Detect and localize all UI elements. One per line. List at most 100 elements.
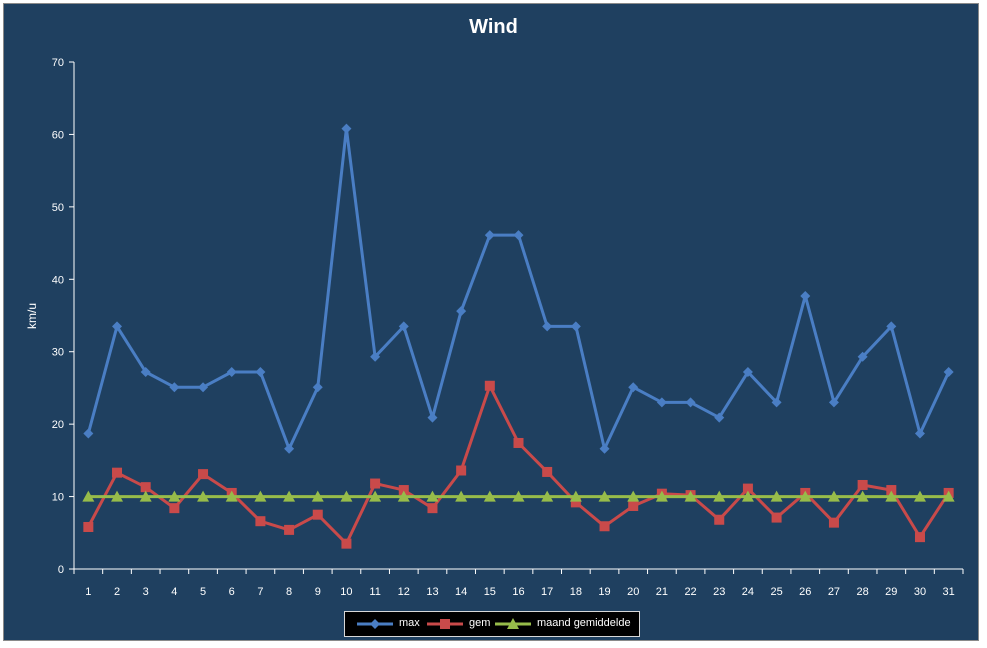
x-tick-label: 19 [598, 586, 610, 598]
point-maand-gemiddelde [569, 490, 582, 502]
x-tick-label: 7 [257, 586, 263, 598]
x-tick-label: 31 [943, 586, 955, 598]
point-maand-gemiddelde [799, 490, 812, 502]
point-max [226, 366, 237, 377]
point-max [542, 321, 553, 332]
point-gem [341, 538, 352, 549]
point-maand-gemiddelde [684, 490, 697, 502]
point-gem [169, 503, 180, 514]
point-max [255, 366, 266, 377]
point-max [484, 230, 495, 241]
y-tick-label: 60 [52, 129, 64, 141]
x-tick-label: 14 [455, 586, 467, 598]
point-gem [828, 517, 839, 528]
point-gem [398, 485, 409, 496]
x-tick-label: 29 [885, 586, 897, 598]
y-tick-label: 20 [52, 419, 64, 431]
point-maand-gemiddelde [311, 490, 324, 502]
point-max [513, 230, 524, 241]
point-maand-gemiddelde [111, 490, 124, 502]
point-max [914, 428, 925, 439]
point-maand-gemiddelde [856, 490, 869, 502]
x-tick-label: 25 [770, 586, 782, 598]
point-max [857, 351, 868, 362]
point-gem [857, 479, 868, 490]
point-maand-gemiddelde [283, 490, 296, 502]
point-max [742, 366, 753, 377]
point-maand-gemiddelde [713, 490, 726, 502]
point-maand-gemiddelde [483, 490, 496, 502]
legend-marker-gem [427, 619, 463, 629]
point-max [456, 306, 467, 317]
legend-marker-maand-gemiddelde [495, 618, 531, 629]
x-tick-label: 24 [742, 586, 754, 598]
point-maand-gemiddelde [541, 490, 554, 502]
point-max [427, 412, 438, 423]
point-maand-gemiddelde [139, 490, 152, 502]
x-tick-label: 12 [398, 586, 410, 598]
point-maand-gemiddelde [340, 490, 353, 502]
x-tick-label: 5 [200, 586, 206, 598]
point-max [140, 366, 151, 377]
legend-marker-max [357, 619, 393, 629]
legend: max gem maand gemiddelde [344, 611, 640, 637]
x-tick-label: 27 [828, 586, 840, 598]
x-tick-label: 1 [85, 586, 91, 598]
x-tick-label: 4 [171, 586, 177, 598]
point-gem [513, 437, 524, 448]
point-max [341, 123, 352, 134]
x-tick-label: 16 [512, 586, 524, 598]
point-maand-gemiddelde [885, 490, 898, 502]
y-tick-label: 40 [52, 274, 64, 286]
point-max [943, 366, 954, 377]
point-maand-gemiddelde [942, 490, 955, 502]
series-line-gem [86, 384, 950, 546]
point-maand-gemiddelde [168, 490, 181, 502]
point-gem [427, 503, 438, 514]
point-maand-gemiddelde [82, 490, 95, 502]
y-tick-label: 0 [58, 564, 64, 576]
point-maand-gemiddelde [770, 490, 783, 502]
x-tick-label: 30 [914, 586, 926, 598]
x-tick-label: 23 [713, 586, 725, 598]
y-tick-label: 50 [52, 202, 64, 214]
x-tick-label: 8 [286, 586, 292, 598]
point-max [370, 351, 381, 362]
point-maand-gemiddelde [369, 490, 382, 502]
x-tick-label: 9 [315, 586, 321, 598]
x-tick-label: 6 [229, 586, 235, 598]
point-gem [284, 524, 295, 535]
point-max [112, 321, 123, 332]
point-maand-gemiddelde [397, 490, 410, 502]
point-gem [771, 512, 782, 523]
point-gem [83, 521, 94, 532]
point-max [312, 382, 323, 393]
chart-title: Wind [469, 16, 518, 38]
point-max [828, 397, 839, 408]
point-gem [542, 466, 553, 477]
point-max [685, 397, 696, 408]
point-max [714, 412, 725, 423]
legend-label-gem: gem [469, 617, 491, 629]
series-line-max [86, 127, 951, 451]
point-gem [198, 469, 209, 480]
point-gem [628, 500, 639, 511]
point-maand-gemiddelde [225, 490, 238, 502]
point-maand-gemiddelde [655, 490, 668, 502]
point-max [570, 321, 581, 332]
x-tick-label: 13 [426, 586, 438, 598]
point-maand-gemiddelde [426, 490, 439, 502]
point-maand-gemiddelde [197, 490, 210, 502]
point-maand-gemiddelde [913, 490, 926, 502]
point-gem [484, 380, 495, 391]
y-tick-label: 10 [52, 492, 64, 504]
point-gem [599, 521, 610, 532]
point-gem [714, 514, 725, 525]
point-gem [914, 532, 925, 543]
point-max [398, 321, 409, 332]
legend-label-maand-gemiddelde: maand gemiddelde [537, 617, 631, 629]
x-tick-label: 20 [627, 586, 639, 598]
point-max [83, 428, 94, 439]
point-max [599, 443, 610, 454]
